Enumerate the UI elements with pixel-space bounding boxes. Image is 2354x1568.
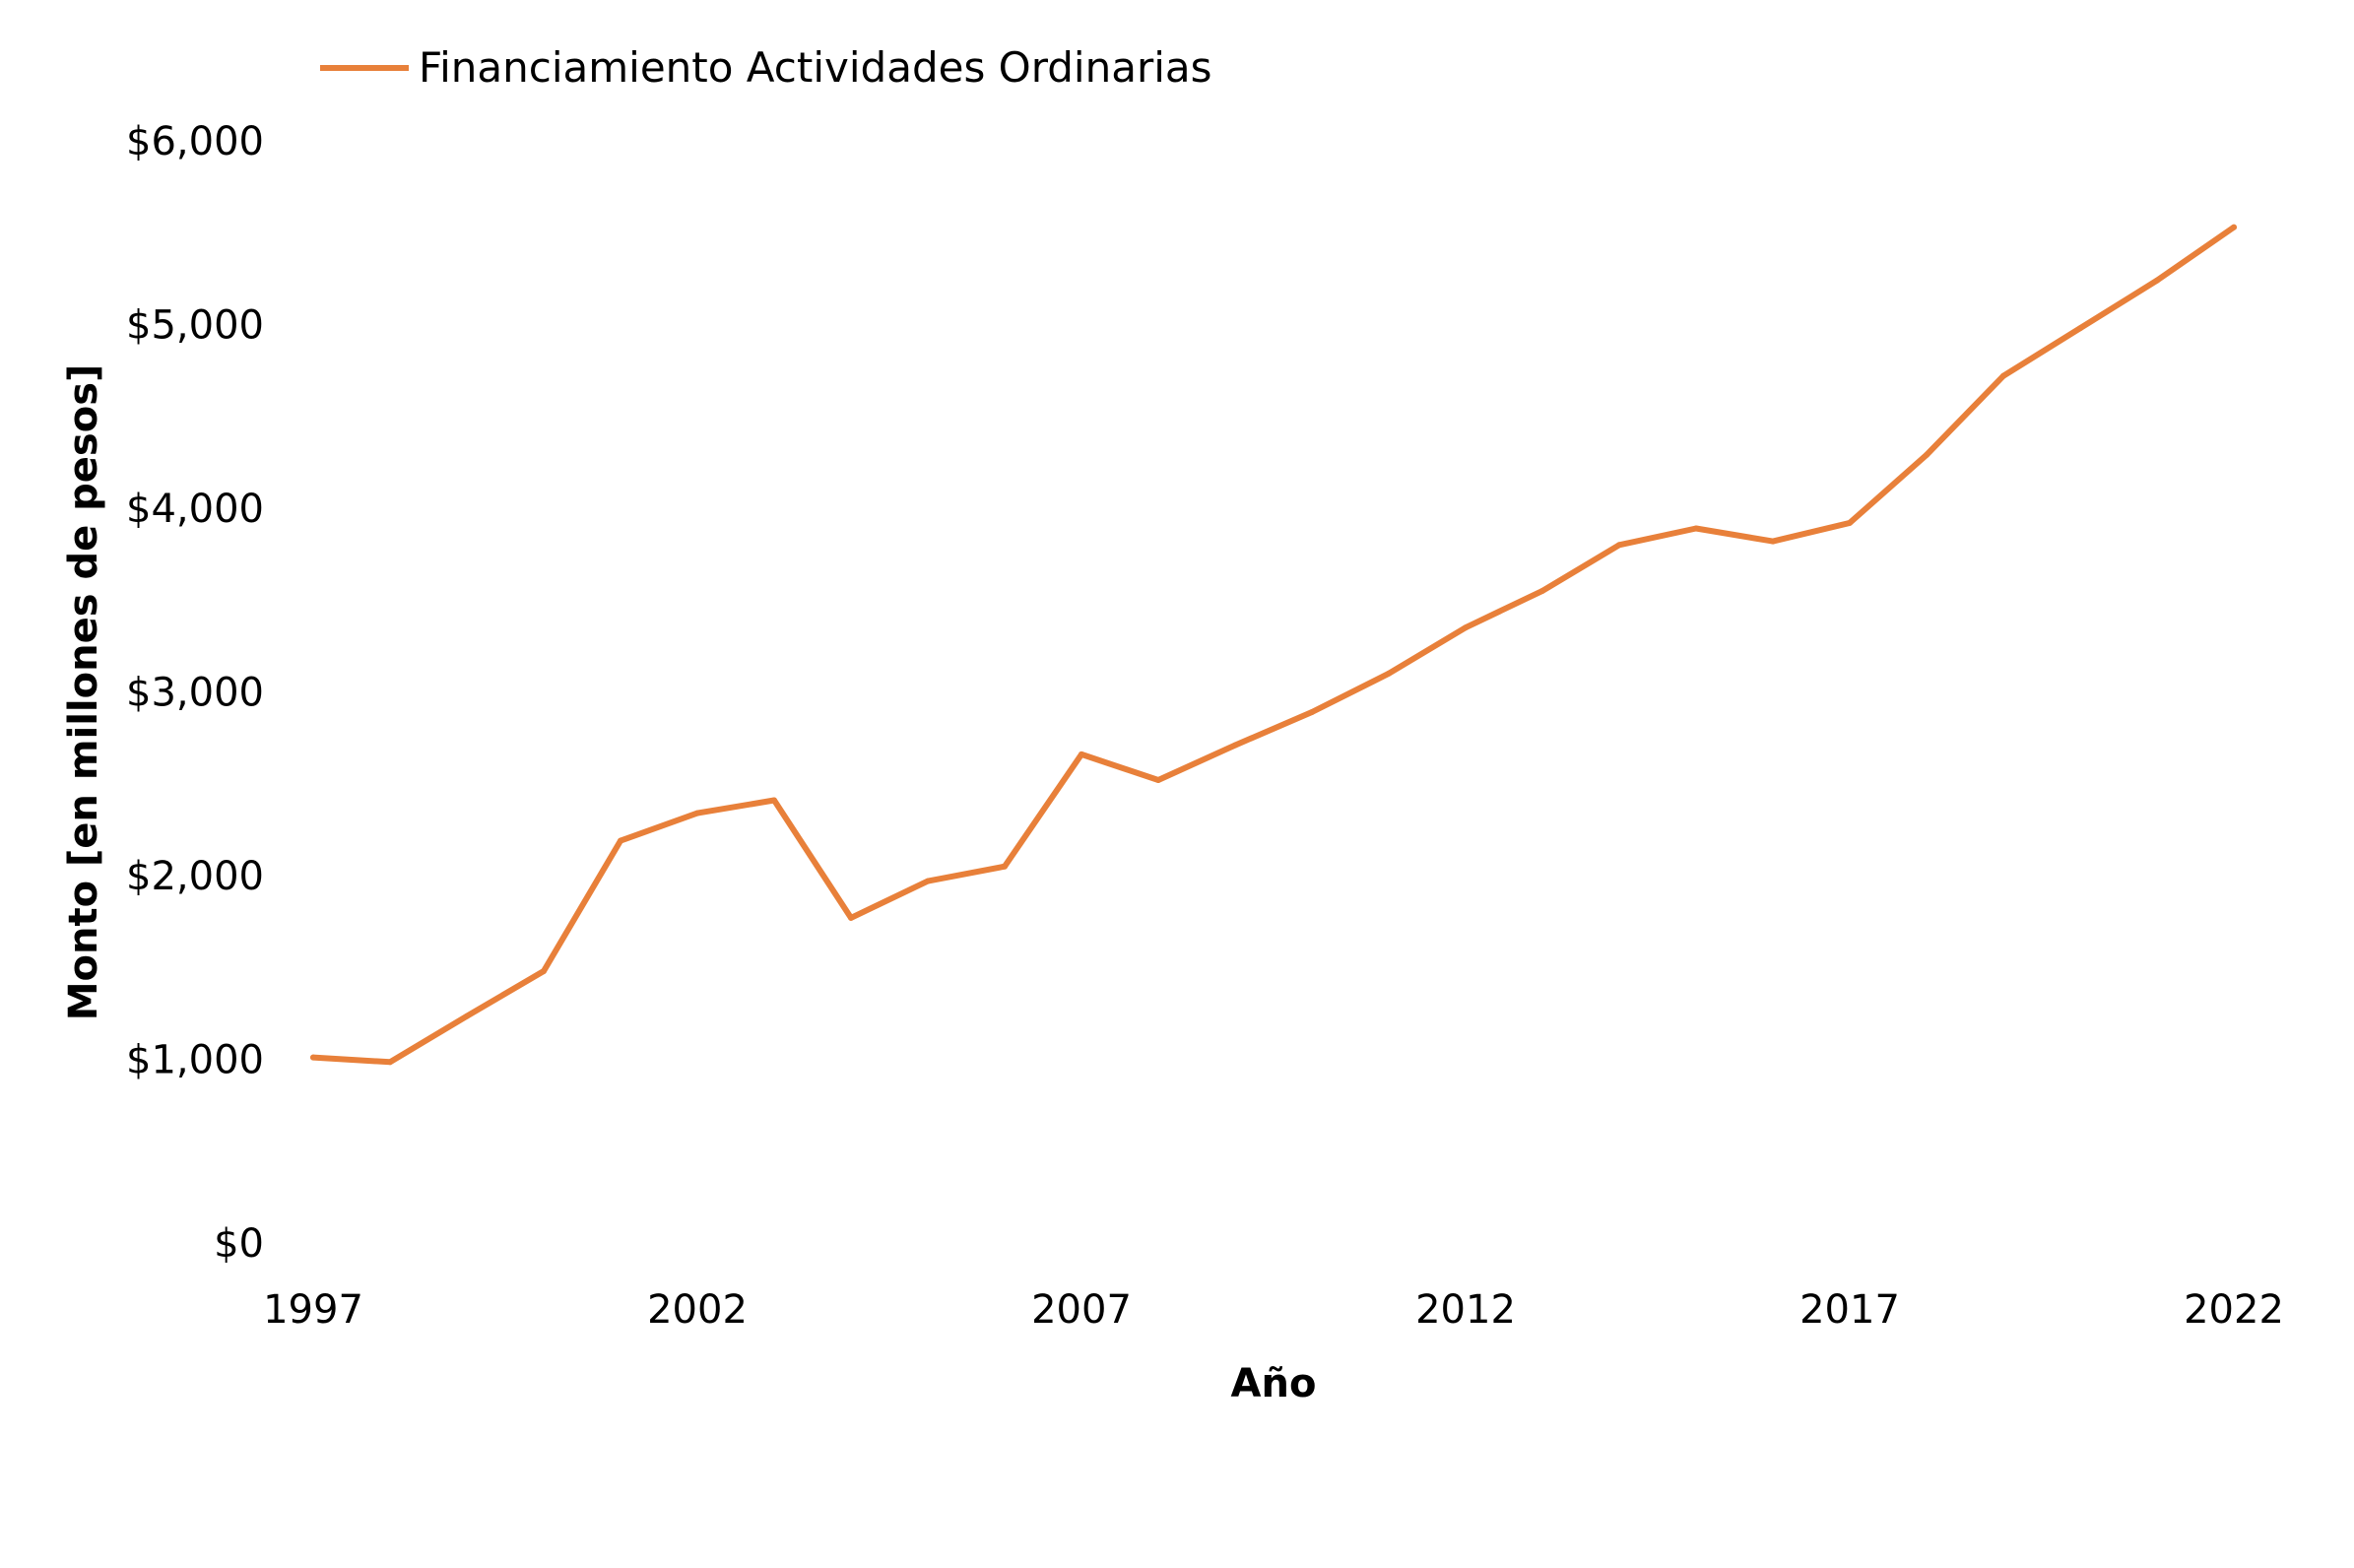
y-axis-ticks: $0 $1,000 $2,000 $3,000 $4,000 $5,000 $6,000 — [126, 119, 264, 1267]
data-point — [1539, 587, 1545, 594]
data-point — [1463, 624, 1469, 631]
y-tick-label: $3,000 — [126, 671, 264, 716]
data-point — [618, 837, 623, 844]
y-tick-label: $5,000 — [126, 303, 264, 349]
data-point — [2077, 325, 2083, 332]
y-tick-label: $6,000 — [126, 119, 264, 164]
data-point — [1386, 670, 1392, 677]
y-tick-label: $2,000 — [126, 854, 264, 899]
data-point — [2231, 224, 2237, 230]
x-tick-label: 1997 — [263, 1287, 363, 1333]
data-point — [1770, 538, 1776, 545]
data-point — [848, 914, 854, 921]
data-point — [1847, 519, 1853, 526]
data-point — [1079, 751, 1084, 757]
data-point — [694, 810, 700, 817]
x-tick-label: 2012 — [1415, 1287, 1516, 1333]
x-tick-label: 2017 — [1799, 1287, 1900, 1333]
x-tick-label: 2002 — [647, 1287, 748, 1333]
data-point — [2000, 372, 2006, 379]
data-point — [1002, 863, 1008, 870]
data-point — [1309, 709, 1315, 715]
y-axis-title: Monto [en millones de pesos] — [61, 364, 106, 1021]
series-layer — [310, 224, 2237, 1066]
y-tick-label: $0 — [214, 1221, 264, 1267]
data-point — [771, 797, 777, 804]
x-tick-label: 2022 — [2184, 1287, 2284, 1333]
data-point — [1924, 451, 1929, 458]
y-tick-label: $1,000 — [126, 1038, 264, 1083]
data-point — [387, 1059, 393, 1066]
data-point — [925, 878, 931, 884]
x-axis-ticks: 1997 2002 2007 2012 2017 2022 — [263, 1287, 2284, 1333]
data-point — [541, 968, 547, 974]
legend: Financiamiento Actividades Ordinarias — [320, 43, 1212, 92]
data-point — [464, 1013, 470, 1019]
legend-label-financiamiento: Financiamiento Actividades Ordinarias — [419, 43, 1212, 92]
y-tick-label: $4,000 — [126, 487, 264, 532]
data-point — [310, 1054, 316, 1061]
data-point — [2154, 277, 2160, 284]
data-point — [1616, 542, 1622, 549]
x-axis-title: Año — [1231, 1361, 1317, 1406]
data-point — [1155, 777, 1161, 783]
data-point — [1232, 742, 1238, 749]
data-point — [1693, 525, 1699, 532]
x-tick-label: 2007 — [1031, 1287, 1132, 1333]
series-line-financiamiento — [310, 224, 2237, 1066]
